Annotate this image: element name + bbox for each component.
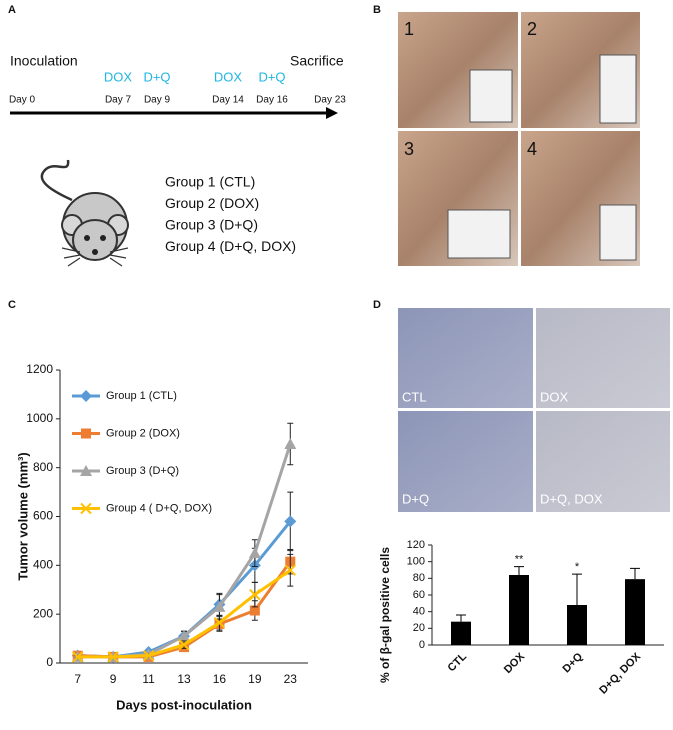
marker <box>284 564 296 576</box>
marker <box>178 638 190 651</box>
treatment-label: DOX <box>104 69 133 84</box>
y-tick-label: 0 <box>419 639 425 651</box>
legend-label: Group 4 ( D+Q, DOX) <box>106 502 212 514</box>
day-label: Day 16 <box>256 95 288 106</box>
legend-marker <box>80 465 92 476</box>
marker <box>107 651 119 663</box>
photo-label: 4 <box>527 139 537 159</box>
marker <box>142 649 155 662</box>
marker <box>249 605 260 616</box>
legend-marker <box>80 390 92 402</box>
treatment-label: DOX <box>214 69 243 84</box>
y-tick-label: 120 <box>407 539 425 551</box>
error-bar <box>456 614 466 622</box>
x-tick-label: 19 <box>248 672 262 686</box>
y-tick-label: 20 <box>413 622 425 634</box>
group-label: Group 1 (CTL) <box>165 174 255 190</box>
group-label: Group 4 (D+Q, DOX) <box>165 238 296 254</box>
photo-label: 3 <box>404 139 414 159</box>
marker <box>178 630 190 642</box>
group-label: Group 3 (D+Q) <box>165 217 258 233</box>
photo-label: 1 <box>404 19 414 39</box>
day-label: Day 14 <box>212 95 244 106</box>
marker <box>213 600 226 612</box>
timeline-start: Inoculation <box>10 53 78 69</box>
y-tick-label: 40 <box>413 606 425 618</box>
panel-label: B <box>373 4 381 16</box>
legend-marker <box>81 428 91 439</box>
x-tick-label: 16 <box>213 672 227 686</box>
treatment-label: D+Q <box>258 69 285 84</box>
marker <box>284 515 297 528</box>
bar <box>509 575 529 645</box>
panel-label: D <box>373 299 381 311</box>
x-tick-label: 23 <box>284 672 298 686</box>
group-label: Group 2 (DOX) <box>165 195 259 211</box>
x-tick-label: 11 <box>142 672 155 686</box>
panel-label: A <box>8 4 16 16</box>
marker <box>248 547 261 559</box>
y-tick-label: 80 <box>413 572 425 584</box>
y-tick-label: 1200 <box>26 362 53 376</box>
photo-label: 2 <box>527 19 537 39</box>
y-tick-label: 800 <box>33 460 53 474</box>
micrograph-labels: CTL DOX D+Q D+Q, DOX <box>402 389 603 506</box>
error-bar <box>572 573 582 605</box>
mouse-illustration <box>40 159 129 267</box>
x-tick-label: 9 <box>110 672 117 686</box>
timeline-events: Day 0 Day 7 DOX Day 9 D+Q Day 14 DOX Day 16 D+Q D… <box>9 69 346 105</box>
error-bar <box>514 566 524 575</box>
micrograph-label: D+Q, DOX <box>540 491 603 506</box>
y-tick-label: 60 <box>413 589 425 601</box>
micrograph-grid <box>398 308 670 512</box>
legend-marker <box>80 502 92 515</box>
error-bar <box>630 567 640 580</box>
x-tick-label: DOX <box>502 650 528 676</box>
bar <box>451 621 471 645</box>
y-tick-label: 1000 <box>26 411 53 425</box>
bar <box>625 579 645 645</box>
x-tick-label: D+Q, DOX <box>597 650 643 696</box>
arrow-head <box>326 107 338 119</box>
y-axis-title: % of β-gal positive cells <box>378 547 392 683</box>
legend-label: Group 1 (CTL) <box>106 390 177 402</box>
panel-label: C <box>8 299 16 311</box>
bar <box>567 605 587 645</box>
marker <box>249 588 261 601</box>
legend-label: Group 3 (D+Q) <box>106 465 179 477</box>
x-tick-label: 7 <box>74 672 81 686</box>
legend-label: Group 2 (DOX) <box>106 427 180 439</box>
x-tick-label: 13 <box>177 672 191 686</box>
marker <box>213 617 226 629</box>
x-tick-label: CTL <box>446 650 470 674</box>
day-label: Day 9 <box>144 95 171 106</box>
marker <box>72 651 84 663</box>
timeline-end: Sacrifice <box>290 53 344 69</box>
micrograph-label: DOX <box>540 389 569 404</box>
micrograph-label: CTL <box>402 389 427 404</box>
y-tick-label: 400 <box>33 558 53 572</box>
significance: * <box>575 561 580 573</box>
y-tick-label: 0 <box>46 655 53 669</box>
y-axis-title: Tumor volume (mm³) <box>15 452 30 580</box>
significance: ** <box>515 554 524 566</box>
y-tick-label: 200 <box>33 606 53 620</box>
y-tick-label: 600 <box>33 509 53 523</box>
y-tick-label: 100 <box>407 556 425 568</box>
photo-grid <box>398 12 640 266</box>
day-label: Day 23 <box>314 95 346 106</box>
day-label: Day 7 <box>105 95 132 106</box>
group-list: Group 1 (CTL) Group 2 (DOX) Group 3 (D+Q) G… <box>165 174 296 255</box>
day-label: Day 0 <box>9 95 36 106</box>
x-axis-title: Days post-inoculation <box>116 697 252 712</box>
marker <box>284 437 297 449</box>
treatment-label: D+Q <box>143 69 170 84</box>
x-tick-label: D+Q <box>560 650 585 675</box>
micrograph-label: D+Q <box>402 491 429 506</box>
photo-labels: 1 2 3 4 <box>404 19 537 159</box>
